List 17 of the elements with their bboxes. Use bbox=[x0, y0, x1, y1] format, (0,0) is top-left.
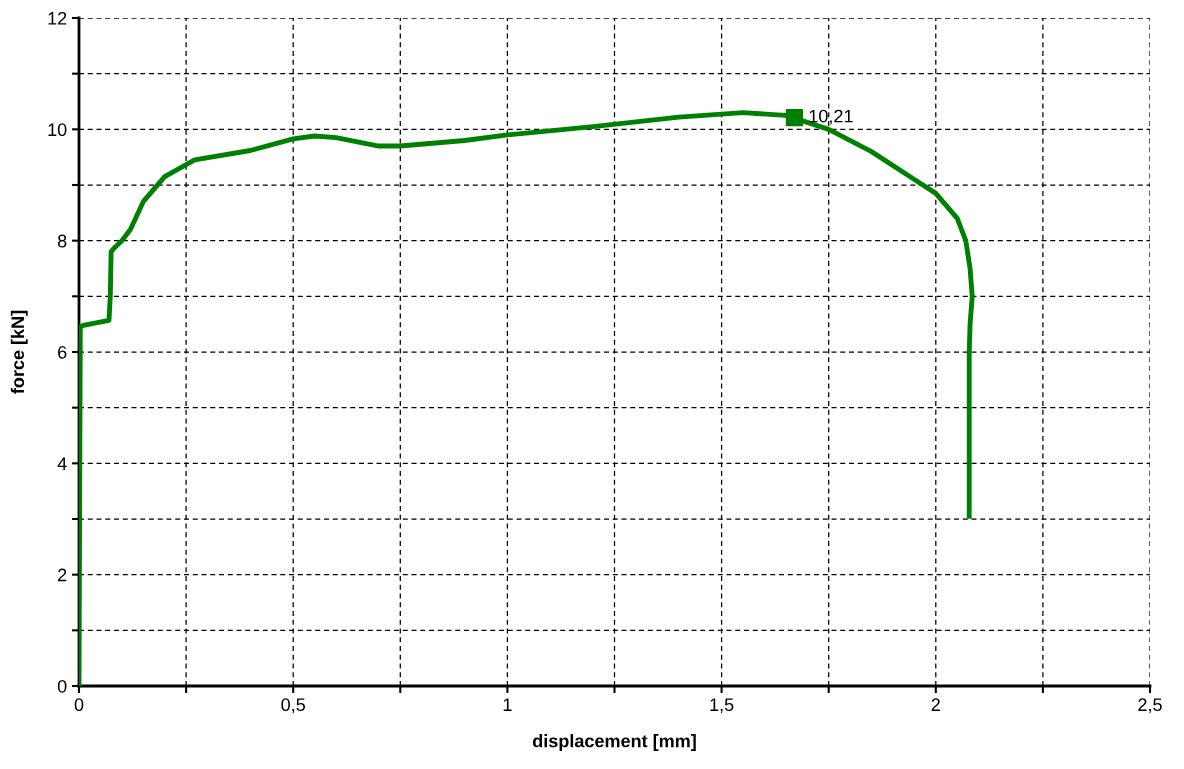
y-tick-label: 10 bbox=[48, 123, 67, 137]
x-tick-label: 1 bbox=[503, 698, 512, 711]
y-tick-label: 8 bbox=[57, 234, 67, 248]
x-tick-label: 0,5 bbox=[281, 698, 305, 714]
y-tick-label: 12 bbox=[48, 11, 67, 25]
y-tick-label: 4 bbox=[57, 457, 67, 470]
y-axis-title: force [kN] bbox=[10, 310, 28, 394]
y-tick-label: 0 bbox=[57, 679, 67, 693]
y-tick-label: 2 bbox=[58, 568, 67, 582]
x-tick-label: 0 bbox=[74, 698, 84, 712]
x-tick-label: 2 bbox=[931, 698, 940, 711]
x-axis-title: displacement [mm] bbox=[532, 734, 696, 751]
data-label: 10,21 bbox=[809, 109, 853, 125]
y-tick-label: 6 bbox=[58, 345, 67, 359]
line-series bbox=[79, 110, 975, 686]
x-tick-label: 2,5 bbox=[1138, 698, 1162, 714]
x-tick-label: 1,5 bbox=[710, 698, 734, 714]
